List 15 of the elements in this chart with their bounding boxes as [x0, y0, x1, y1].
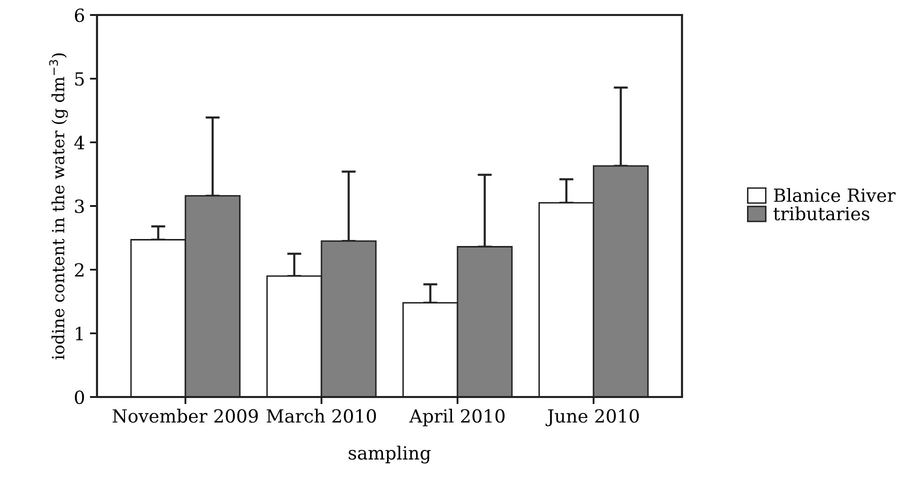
x-tick-label: April 2010 [409, 408, 505, 426]
x-tick-label: November 2009 [112, 408, 258, 423]
x-tick-label: June 2010 [546, 409, 639, 426]
y-tick-label: 5 [75, 72, 84, 86]
y-tick-label: 3 [75, 199, 84, 214]
legend-label: Blanice River [774, 188, 896, 202]
x-axis-title: sampling [348, 446, 431, 464]
x-tick-label: March 2010 [266, 408, 376, 423]
y-tick-label: 2 [74, 263, 84, 277]
y-tick-label: 4 [74, 136, 84, 150]
y-tick-label: 1 [76, 326, 83, 340]
y-tick-label: 0 [74, 390, 84, 404]
y-tick-label: 6 [74, 8, 84, 22]
legend-label: tributaries [774, 206, 870, 220]
y-axis-title: iodine content in the water (g dm$^{−3}$) [49, 53, 68, 360]
